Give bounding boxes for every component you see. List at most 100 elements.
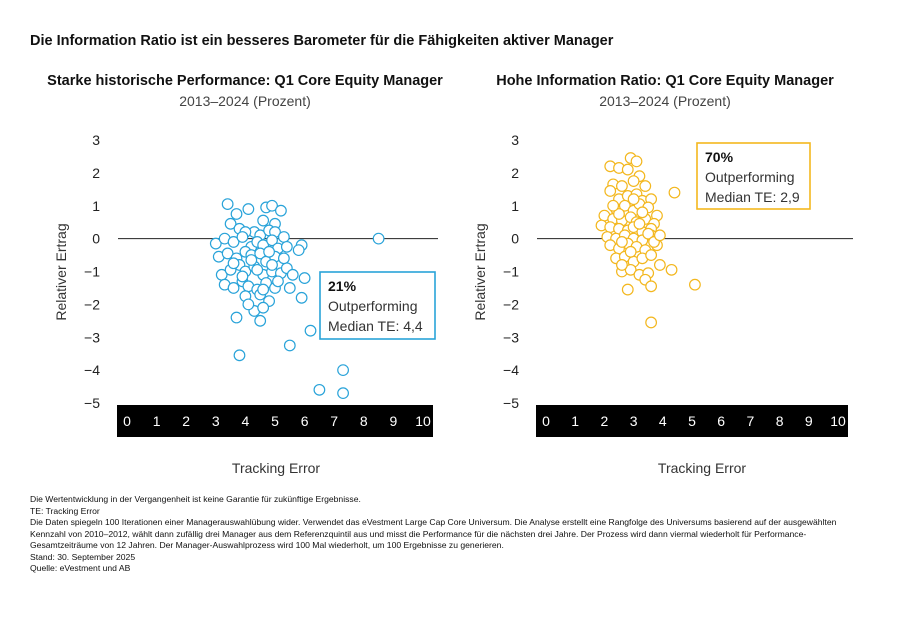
left-data-point xyxy=(242,298,255,311)
right-data-point xyxy=(616,180,628,192)
right-data-point xyxy=(642,227,655,240)
left-data-point xyxy=(257,301,270,314)
left-x-tick-label: 1 xyxy=(153,413,161,429)
right-x-tick-label: 3 xyxy=(630,413,638,429)
left-y-tick-label: 1 xyxy=(92,198,100,214)
page-title: Die Information Ratio ist ein besseres B… xyxy=(30,33,614,49)
left-data-point xyxy=(280,240,293,253)
left-data-point xyxy=(251,263,264,276)
left-data-point xyxy=(266,199,278,212)
right-data-point xyxy=(639,180,652,192)
right-data-point xyxy=(653,229,666,242)
left-data-point xyxy=(236,231,249,243)
left-data-point xyxy=(295,291,308,304)
right-data-point xyxy=(624,245,637,258)
left-data-point xyxy=(230,311,243,324)
right-annotation-line2: Median TE: 2,9 xyxy=(705,189,800,205)
right-y-tick-label: −2 xyxy=(503,296,519,312)
left-data-point xyxy=(263,245,275,258)
right-chart-title: Hohe Information Ratio: Q1 Core Equity M… xyxy=(496,73,834,89)
right-x-tick-label: 10 xyxy=(830,413,846,429)
right-y-tick-label: −1 xyxy=(503,264,519,280)
left-data-point xyxy=(337,364,349,377)
left-chart-title: Starke historische Performance: Q1 Core … xyxy=(47,73,443,89)
left-x-tick-label: 4 xyxy=(242,413,250,429)
left-data-point xyxy=(242,203,255,215)
left-x-tick-label: 8 xyxy=(360,413,368,429)
right-data-point xyxy=(604,185,617,197)
right-x-tick-label: 6 xyxy=(717,413,725,429)
right-x-axis-band xyxy=(536,405,848,437)
left-y-tick-label: 3 xyxy=(92,132,100,148)
left-data-point xyxy=(233,349,246,362)
right-data-point xyxy=(645,249,658,261)
right-x-tick-label: 4 xyxy=(659,413,667,429)
left-x-tick-label: 0 xyxy=(123,413,131,429)
left-y-tick-label: −5 xyxy=(84,395,100,411)
footnote-line: Kennzahl von 2010–2012, wählt dann zufäl… xyxy=(30,528,807,539)
right-data-point xyxy=(645,280,658,293)
left-data-point xyxy=(236,270,249,283)
right-x-tick-label: 0 xyxy=(542,413,550,429)
left-annotation-line2: Median TE: 4,4 xyxy=(328,318,423,334)
left-data-point xyxy=(337,387,349,400)
right-annotation-box xyxy=(696,142,811,210)
footnote-line: TE: Tracking Error xyxy=(30,505,100,516)
right-x-tick-label: 5 xyxy=(688,413,696,429)
right-data-point xyxy=(621,283,634,296)
left-data-point xyxy=(227,236,240,248)
left-data-point xyxy=(209,237,222,250)
left-data-point xyxy=(227,257,240,270)
left-x-tick-label: 10 xyxy=(415,413,431,429)
right-x-tick-label: 1 xyxy=(571,413,579,429)
footnote-line: Gesamtzeiträume von 12 Jahren. Der Manag… xyxy=(30,540,504,550)
right-data-point xyxy=(627,175,640,187)
right-y-tick-label: −3 xyxy=(503,329,519,345)
right-data-point xyxy=(630,155,643,168)
left-y-tick-label: −1 xyxy=(84,264,100,280)
footnote-line: Stand: 30. September 2025 xyxy=(30,551,136,562)
right-data-point xyxy=(618,199,631,212)
right-data-point xyxy=(636,206,649,219)
right-data-point xyxy=(624,263,637,276)
left-y-tick-label: −3 xyxy=(84,329,100,345)
left-x-tick-label: 3 xyxy=(212,413,220,429)
left-x-tick-label: 9 xyxy=(390,413,398,429)
left-data-point xyxy=(372,232,385,245)
right-y-tick-label: −5 xyxy=(503,395,519,411)
footnote-line: Quelle: eVestment und AB xyxy=(30,563,131,573)
right-data-point xyxy=(621,163,634,176)
left-annotation-box xyxy=(319,271,436,340)
right-data-point xyxy=(653,259,666,271)
right-data-point xyxy=(665,263,678,276)
left-annotation-value: 21% xyxy=(328,278,357,294)
left-y-tick-label: −2 xyxy=(84,296,100,312)
left-data-point xyxy=(304,324,317,337)
left-data-point xyxy=(266,234,278,247)
left-data-point xyxy=(275,204,287,217)
left-chart-subtitle: 2013–2024 (Prozent) xyxy=(179,93,311,109)
left-y-tick-label: 2 xyxy=(92,165,100,181)
left-data-point xyxy=(313,383,326,396)
left-data-point xyxy=(221,198,234,211)
left-data-point xyxy=(266,259,278,271)
right-x-tick-label: 9 xyxy=(805,413,813,429)
right-x-tick-label: 7 xyxy=(747,413,755,429)
left-data-point xyxy=(277,231,290,243)
left-x-axis-label: Tracking Error xyxy=(232,460,321,476)
left-data-point xyxy=(245,254,258,266)
left-data-point xyxy=(283,282,296,294)
right-data-point xyxy=(633,217,646,230)
right-y-axis-label: Relativer Ertrag xyxy=(472,223,488,320)
right-y-tick-label: 1 xyxy=(511,198,519,214)
right-data-point xyxy=(616,259,628,271)
right-data-point xyxy=(668,186,681,199)
left-x-tick-label: 7 xyxy=(330,413,338,429)
right-data-point xyxy=(689,278,701,291)
left-data-point xyxy=(286,268,299,281)
left-data-point xyxy=(224,217,237,230)
left-annotation-line1: Outperforming xyxy=(328,298,417,314)
right-y-tick-label: −4 xyxy=(503,362,519,378)
right-chart-subtitle: 2013–2024 (Prozent) xyxy=(599,93,731,109)
left-data-point xyxy=(221,247,234,260)
